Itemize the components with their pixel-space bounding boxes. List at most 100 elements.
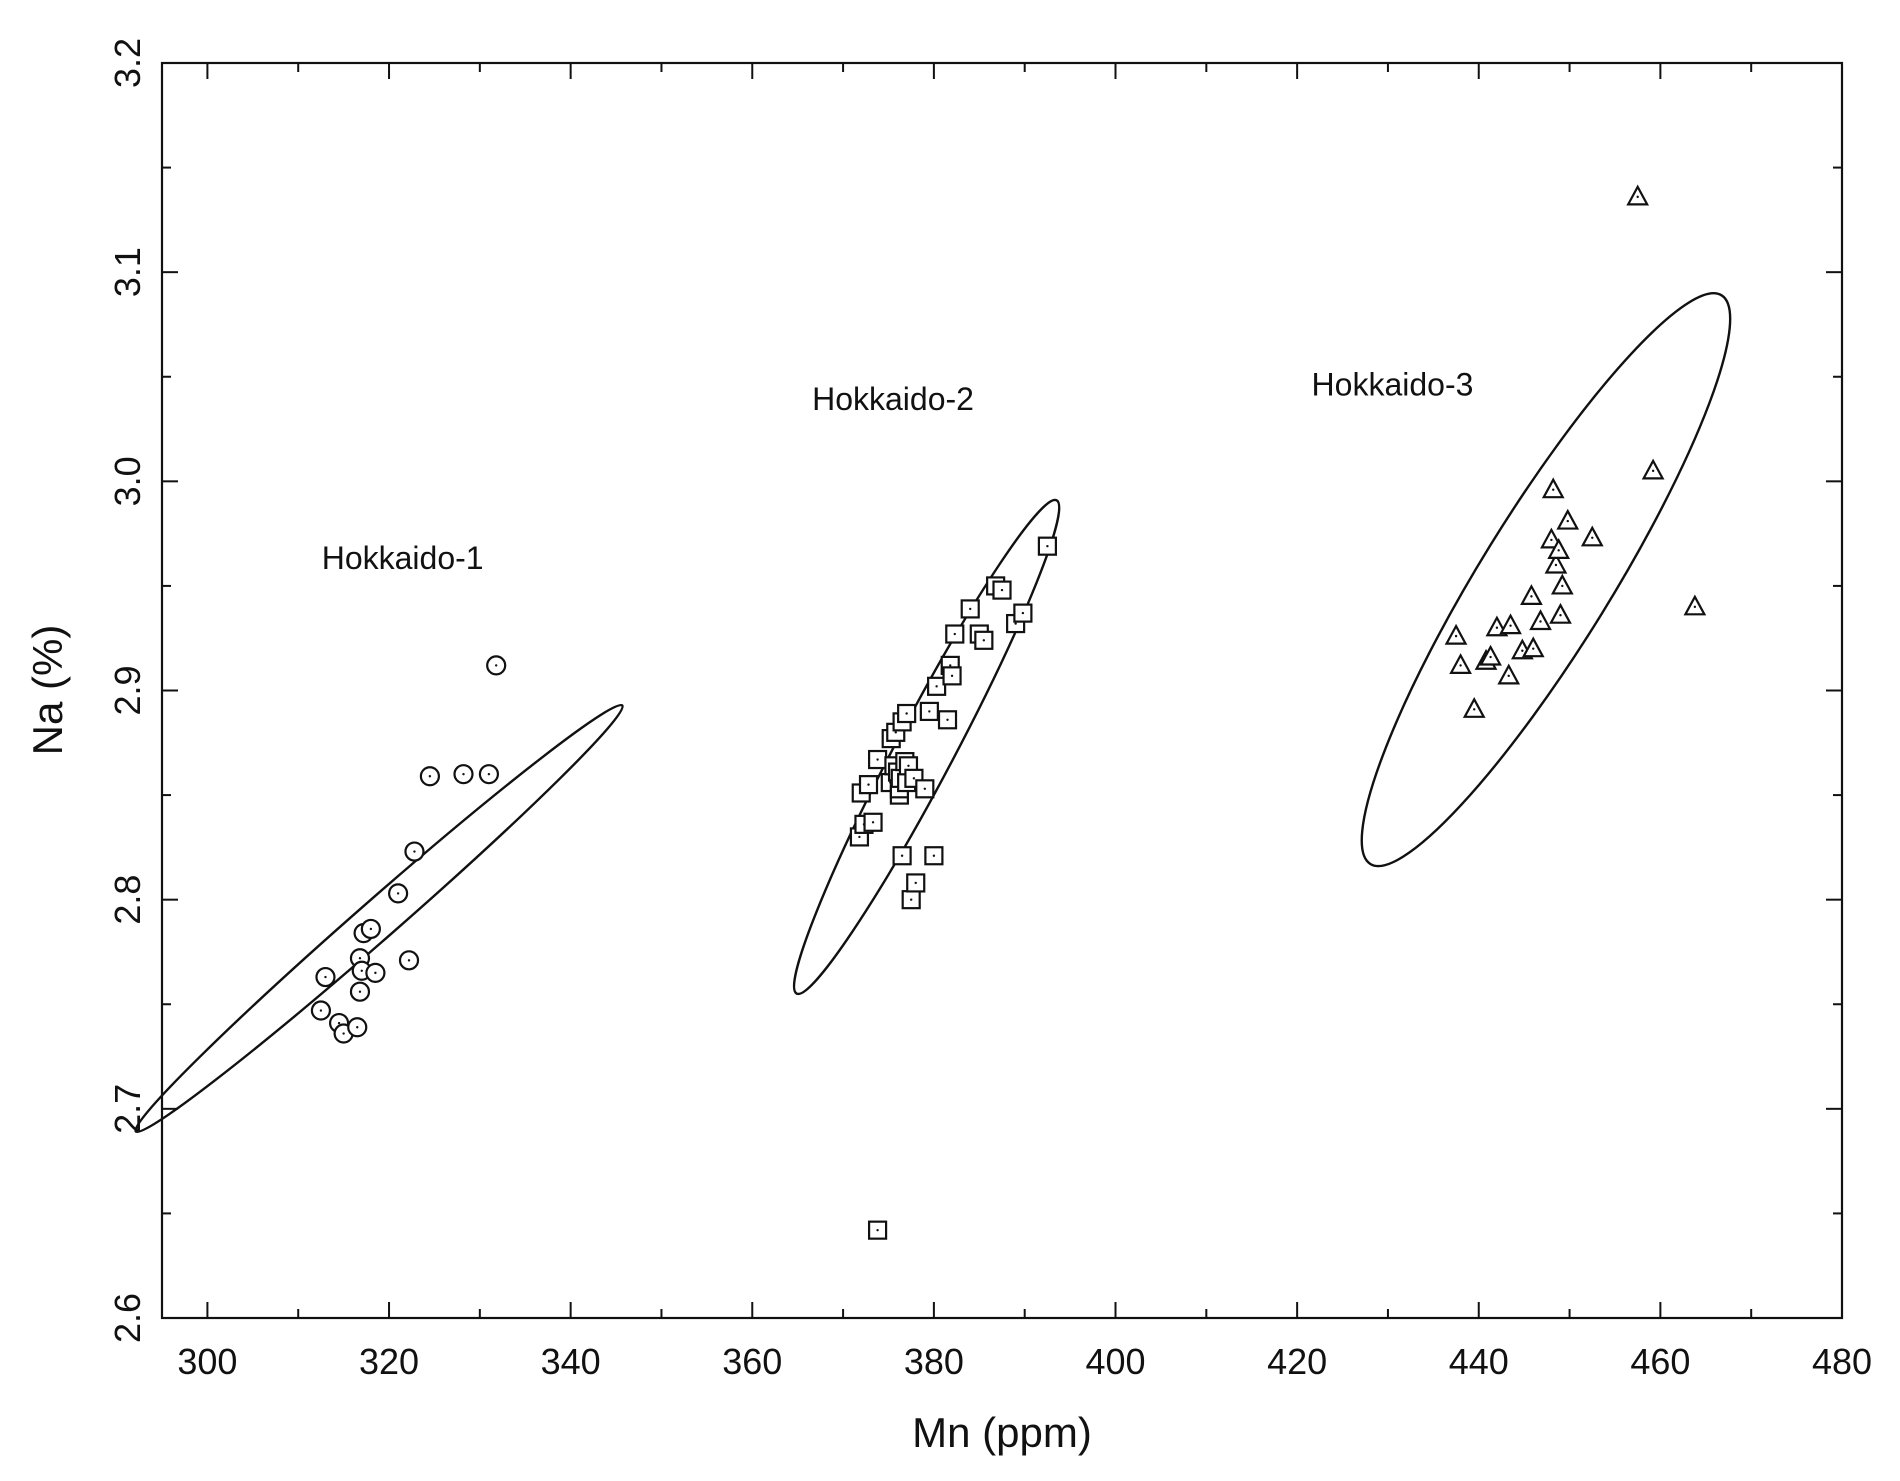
- x-tick-label: 300: [177, 1341, 237, 1382]
- point-center-dot: [1489, 655, 1492, 659]
- point-center-dot: [1566, 519, 1569, 523]
- x-tick-label: 480: [1812, 1341, 1872, 1382]
- point-center-dot: [876, 758, 879, 761]
- point-center-dot: [374, 971, 377, 975]
- point-center-dot: [358, 957, 362, 960]
- triangle-point: [1449, 653, 1472, 675]
- point-center-dot: [1591, 536, 1594, 540]
- triangle-point: [1549, 602, 1572, 624]
- point-center-dot: [1495, 626, 1499, 629]
- triangle-point: [1541, 477, 1565, 499]
- point-center-dot: [969, 607, 972, 611]
- point-center-dot: [1454, 634, 1458, 638]
- point-center-dot: [360, 969, 363, 972]
- plot-frame: [160, 61, 1844, 1320]
- triangle-point: [1462, 697, 1486, 718]
- y-axis-title: Na (%): [24, 625, 71, 756]
- axis-ticks: [162, 62, 1843, 1319]
- point-center-dot: [935, 685, 938, 688]
- point-center-dot: [932, 854, 936, 857]
- point-center-dot: [487, 772, 491, 776]
- y-tick-label: 2.6: [107, 1293, 148, 1343]
- point-center-dot: [912, 777, 916, 780]
- triangle-point: [1547, 538, 1571, 559]
- x-tick-label: 380: [904, 1341, 964, 1382]
- y-tick-label: 2.7: [107, 1084, 148, 1134]
- point-center-dot: [928, 710, 931, 713]
- y-tick-label: 3.1: [107, 247, 148, 297]
- confidence-ellipse: [1360, 292, 1732, 868]
- triangle-point: [1520, 584, 1543, 605]
- point-center-dot: [907, 764, 910, 767]
- point-center-dot: [1557, 549, 1560, 552]
- point-center-dot: [923, 787, 927, 791]
- triangle-point: [1529, 609, 1552, 631]
- triangle-point: [1544, 552, 1568, 574]
- point-center-dot: [1473, 708, 1476, 711]
- y-tick-label: 2.8: [107, 875, 148, 925]
- point-center-dot: [413, 850, 416, 853]
- point-center-dot: [1651, 469, 1655, 473]
- x-tick-label: 360: [722, 1341, 782, 1382]
- point-center-dot: [358, 990, 362, 993]
- point-center-dot: [1000, 588, 1004, 592]
- point-center-dot: [1550, 538, 1553, 542]
- point-center-dot: [494, 664, 498, 667]
- point-center-dot: [905, 712, 908, 715]
- point-center-dot: [1552, 488, 1555, 491]
- group-labels: Hokkaido-1 Hokkaido-2 Hokkaido-3: [322, 367, 1474, 577]
- point-center-dot: [324, 975, 327, 979]
- point-center-dot: [1532, 647, 1535, 650]
- point-center-dot: [1554, 563, 1558, 567]
- point-center-dot: [1014, 622, 1017, 625]
- point-center-dot: [1521, 649, 1524, 652]
- triangle-point: [1479, 644, 1502, 666]
- point-center-dot: [1021, 611, 1025, 615]
- y-tick-label: 3.2: [107, 38, 148, 88]
- point-center-dot: [369, 927, 373, 931]
- point-center-dot: [1509, 624, 1512, 627]
- point-center-dot: [876, 1228, 879, 1232]
- point-center-dot: [867, 783, 870, 786]
- triangle-point: [1499, 613, 1522, 635]
- x-tick-label: 400: [1085, 1341, 1145, 1382]
- point-center-dot: [894, 731, 897, 734]
- x-tick-labels: 300 320 340 360 380 400 420 440 460 480: [177, 1341, 1872, 1382]
- point-center-dot: [342, 1032, 345, 1035]
- point-center-dot: [1046, 544, 1049, 548]
- point-center-dot: [1559, 614, 1562, 617]
- point-center-dot: [407, 959, 411, 962]
- point-center-dot: [1459, 664, 1462, 667]
- confidence-ellipse: [792, 498, 1061, 996]
- point-center-dot: [950, 674, 954, 678]
- data-points: [310, 184, 1707, 1240]
- point-center-dot: [982, 639, 986, 642]
- group-label: Hokkaido-3: [1312, 367, 1474, 403]
- confidence-ellipse: [134, 703, 624, 1134]
- group-label: Hokkaido-1: [322, 540, 484, 576]
- y-tick-labels: 2.6 2.7 2.8 2.9 3.0 3.1 3.2: [107, 38, 148, 1343]
- triangle-point: [1521, 636, 1545, 658]
- y-tick-label: 2.9: [107, 665, 148, 715]
- x-tick-label: 320: [359, 1341, 419, 1382]
- x-tick-label: 420: [1267, 1341, 1327, 1382]
- point-center-dot: [858, 835, 861, 839]
- triangle-point: [1556, 508, 1580, 530]
- point-center-dot: [900, 854, 904, 857]
- triangle-point: [1550, 573, 1574, 595]
- triangle-point: [1641, 458, 1665, 480]
- point-center-dot: [914, 881, 917, 885]
- triangle-point: [1683, 594, 1707, 616]
- point-center-dot: [462, 772, 465, 776]
- point-center-dot: [909, 898, 913, 901]
- point-center-dot: [319, 1009, 323, 1012]
- triangle-point: [1626, 184, 1650, 206]
- point-center-dot: [871, 821, 875, 824]
- group-label: Hokkaido-2: [812, 381, 974, 417]
- point-center-dot: [1530, 595, 1533, 598]
- point-center-dot: [1539, 620, 1542, 623]
- point-center-dot: [428, 775, 432, 778]
- point-center-dot: [356, 1026, 359, 1029]
- point-center-dot: [1636, 195, 1639, 199]
